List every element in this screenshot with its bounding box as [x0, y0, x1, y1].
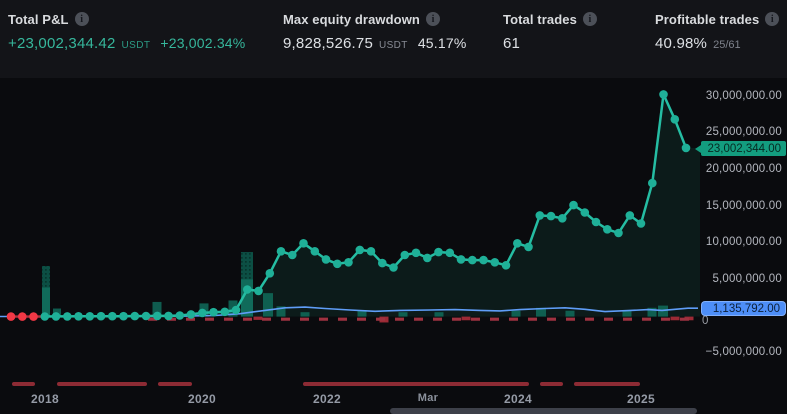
- total-pnl-unit: USDT: [121, 40, 151, 51]
- trade-period-segment: [574, 382, 640, 386]
- trade-period-segment: [158, 382, 192, 386]
- x-axis-label: Mar: [417, 392, 439, 404]
- performance-summary-header: Total P&L i +23,002,344.42 USDT +23,002.…: [0, 0, 787, 78]
- y-axis-label: 0: [702, 314, 709, 327]
- x-axis-label: 2022: [313, 392, 341, 406]
- x-axis-label: 2018: [31, 392, 59, 406]
- y-axis-label: 5,000,000.00: [712, 272, 782, 285]
- stat-label: Total P&L: [8, 11, 69, 27]
- equity-last-value-badge: 23,002,344.00: [695, 141, 786, 156]
- total-pnl-percent: +23,002.34%: [160, 35, 246, 51]
- horizontal-scrollbar-thumb[interactable]: [390, 408, 697, 414]
- y-axis-label: −5,000,000.00: [705, 346, 782, 359]
- total-pnl-value: +23,002,344.42: [8, 35, 116, 52]
- equity-last-value: 23,002,344.00: [707, 142, 781, 155]
- y-axis-label: 10,000,000.00: [705, 236, 782, 249]
- profitable-trades-percent: 40.98%: [655, 35, 708, 52]
- stat-label: Max equity drawdown: [283, 11, 420, 27]
- max-drawdown-value: 9,828,526.75: [283, 35, 373, 52]
- baseline-last-value-badge: 1,135,792.00: [701, 301, 786, 316]
- info-icon[interactable]: i: [74, 12, 89, 26]
- x-axis-label: 2024: [504, 392, 532, 406]
- info-icon[interactable]: i: [582, 12, 597, 26]
- x-axis-label: 2025: [627, 392, 655, 406]
- stat-profitable-trades: Profitable trades i 40.98% 25/61: [655, 10, 780, 52]
- trade-period-segment: [303, 382, 529, 386]
- y-axis-label: 20,000,000.00: [705, 162, 782, 175]
- baseline-last-value: 1,135,792.00: [712, 302, 780, 315]
- stat-label: Profitable trades: [655, 11, 760, 27]
- x-axis-label: 2020: [188, 392, 216, 406]
- trade-period-segment: [57, 382, 147, 386]
- info-icon[interactable]: i: [765, 12, 780, 26]
- profitable-trades-fraction: 25/61: [713, 39, 741, 51]
- trade-period-segment: [12, 382, 35, 386]
- total-trades-value: 61: [503, 35, 521, 52]
- trade-period-segment: [540, 382, 563, 386]
- max-drawdown-percent: 45.17%: [417, 35, 467, 51]
- chart-zone: [0, 78, 787, 414]
- stat-total-pnl: Total P&L i +23,002,344.42 USDT +23,002.…: [8, 10, 246, 53]
- y-axis-label: 30,000,000.00: [705, 89, 782, 102]
- max-drawdown-unit: USDT: [378, 40, 408, 51]
- stat-total-trades: Total trades i 61: [503, 10, 597, 52]
- y-axis-label: 25,000,000.00: [705, 126, 782, 139]
- equity-curve-chart-canvas[interactable]: [0, 78, 700, 378]
- stat-label: Total trades: [503, 11, 577, 27]
- stat-max-drawdown: Max equity drawdown i 9,828,526.75 USDT …: [283, 10, 467, 53]
- y-axis-label: 15,000,000.00: [705, 199, 782, 212]
- info-icon[interactable]: i: [425, 12, 440, 26]
